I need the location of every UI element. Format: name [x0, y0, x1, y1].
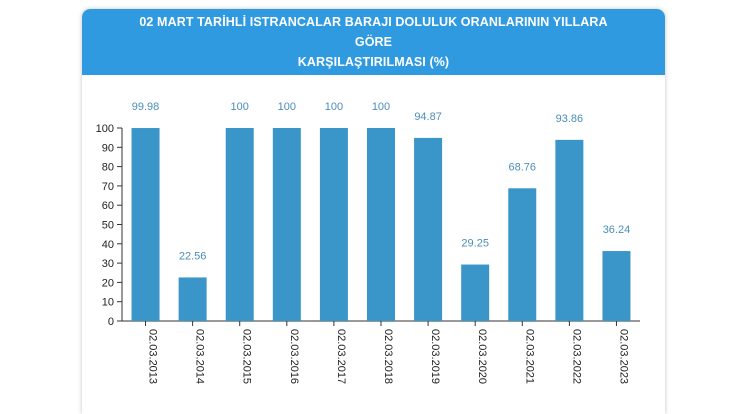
bar: [272, 128, 301, 321]
data-label: 94.87: [414, 111, 442, 123]
x-tick-label: 02.03.2022: [570, 329, 582, 384]
chart-header: 02 MART TARİHLİ ISTRANCALAR BARAJI DOLUL…: [82, 9, 665, 75]
x-tick-label: 02.03.2015: [241, 329, 253, 384]
x-tick-label: 02.03.2013: [147, 329, 159, 384]
data-label: 100: [325, 101, 343, 113]
x-tick-label: 02.03.2021: [523, 329, 535, 384]
chart-title-line-2: KARŞILAŞTIRILMASI (%): [297, 55, 450, 69]
bar: [602, 251, 631, 321]
data-label: 99.98: [132, 101, 160, 113]
y-tick-label: 10: [102, 297, 114, 309]
data-label: 100: [278, 101, 296, 113]
y-tick-label: 80: [102, 162, 114, 174]
x-tick-label: 02.03.2023: [617, 329, 629, 384]
bar: [508, 188, 537, 321]
y-tick-label: 100: [96, 123, 114, 135]
x-tick-label: 02.03.2020: [476, 329, 488, 384]
chart-title-line-1: 02 MART TARİHLİ ISTRANCALAR BARAJI DOLUL…: [139, 15, 608, 49]
data-label: 100: [372, 101, 390, 113]
y-tick-label: 40: [102, 239, 114, 251]
bar: [178, 277, 207, 321]
data-label: 93.86: [556, 113, 584, 125]
bar: [414, 137, 443, 321]
data-label: 100: [231, 101, 249, 113]
y-tick-label: 70: [102, 181, 114, 193]
data-label: 29.25: [461, 238, 489, 250]
x-tick-label: 02.03.2017: [335, 329, 347, 384]
y-tick-label: 0: [108, 316, 114, 328]
y-tick-label: 60: [102, 200, 114, 212]
bar: [461, 264, 490, 321]
bar: [131, 128, 160, 321]
x-tick-label: 02.03.2014: [194, 329, 206, 384]
y-tick-label: 90: [102, 142, 114, 154]
y-tick-label: 50: [102, 220, 114, 232]
data-label: 22.56: [179, 250, 207, 262]
chart-title: 02 MART TARİHLİ ISTRANCALAR BARAJI DOLUL…: [139, 12, 609, 72]
x-tick-label: 02.03.2016: [288, 329, 300, 384]
x-tick-label: 02.03.2019: [429, 329, 441, 384]
x-tick-label: 02.03.2018: [382, 329, 394, 384]
data-label: 68.76: [509, 161, 537, 173]
bar: [367, 128, 395, 321]
y-tick-label: 20: [102, 277, 114, 289]
y-tick-label: 30: [102, 258, 114, 270]
bar: [225, 128, 254, 321]
bar: [555, 139, 584, 321]
data-label: 36.24: [603, 224, 631, 236]
bar: [319, 128, 348, 321]
